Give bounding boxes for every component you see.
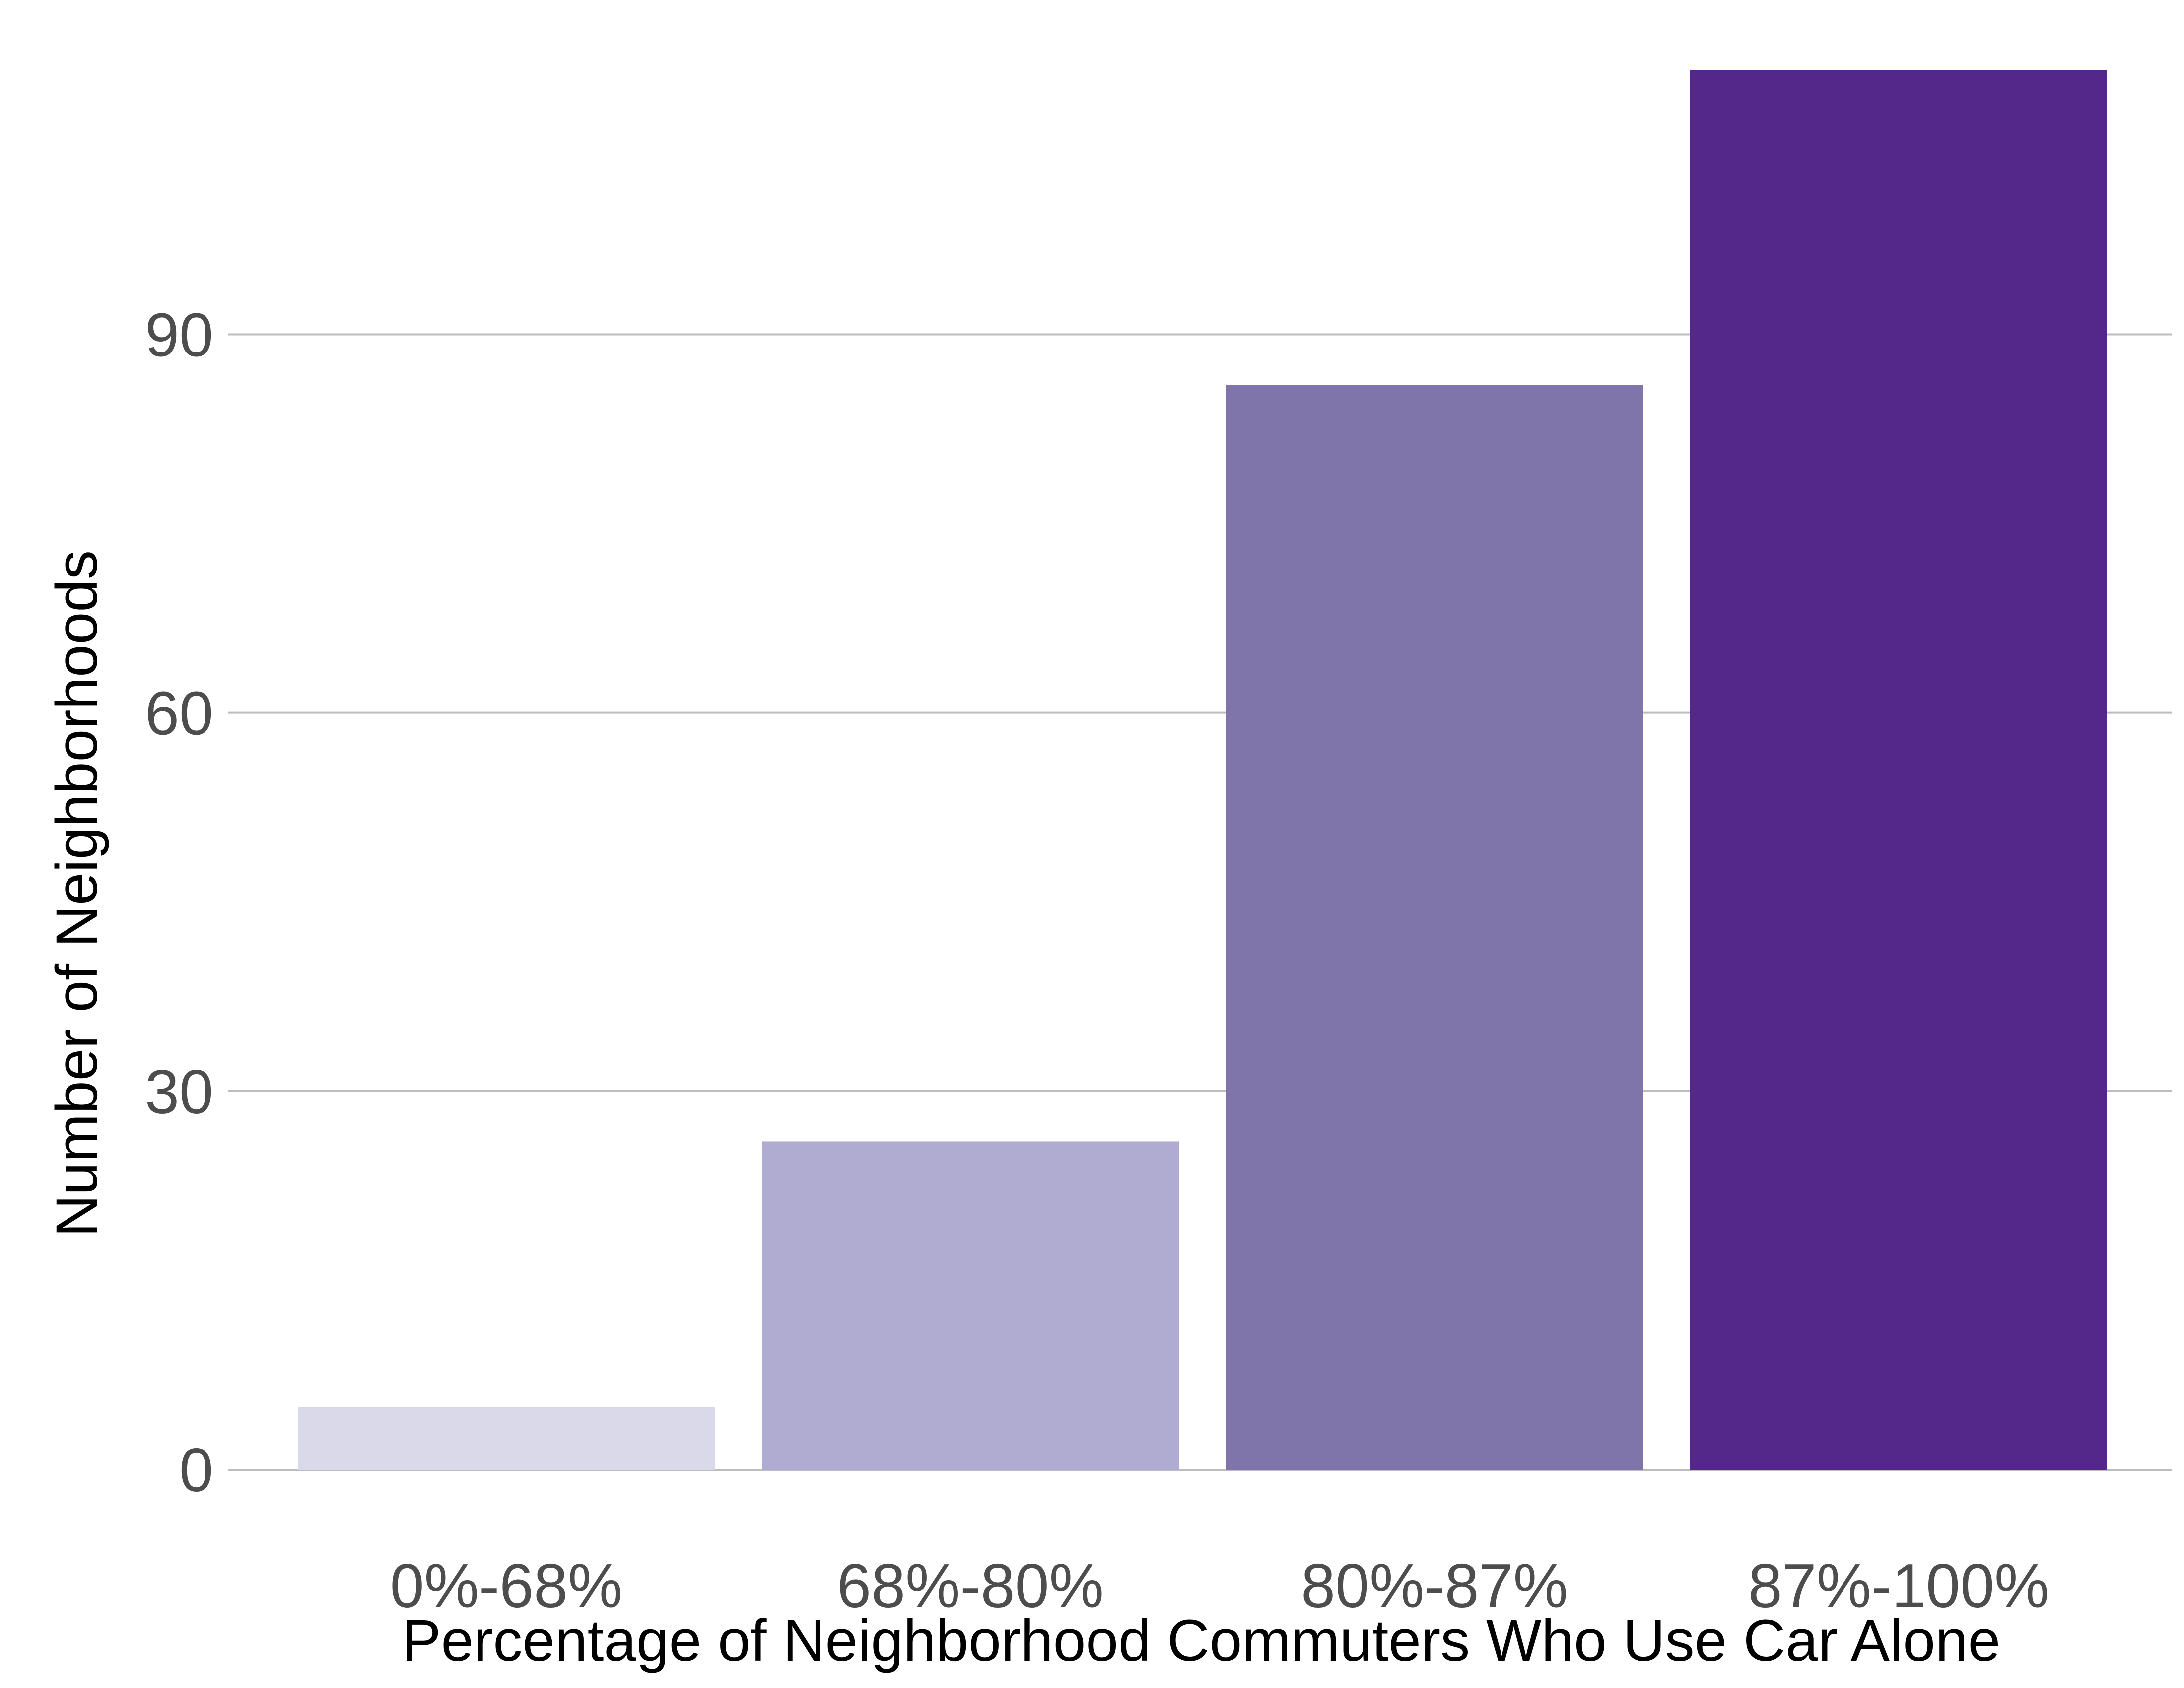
y-ticks-layer: 0 30 60 90: [145, 301, 213, 1505]
x-ticks-layer: 0%-68% 68%-80% 80%-87% 87%-100%: [390, 1552, 2049, 1620]
y-tick-label-60: 60: [145, 680, 213, 748]
bars-layer: [298, 70, 2107, 1470]
x-tick-label-87%-100%: 87%-100%: [1748, 1552, 2049, 1620]
y-tick-label-90: 90: [145, 301, 213, 370]
bar-80%-87%: [1226, 385, 1643, 1470]
x-axis-title: Percentage of Neighborhood Commuters Who…: [402, 1608, 2000, 1674]
y-axis-title: Number of Neighborhoods: [44, 550, 110, 1237]
x-tick-label-0%-68%: 0%-68%: [390, 1552, 623, 1620]
y-tick-label-0: 0: [179, 1436, 213, 1505]
x-tick-label-80%-87%: 80%-87%: [1301, 1552, 1568, 1620]
bar-68%-80%: [762, 1141, 1179, 1470]
bar-0%-68%: [298, 1406, 715, 1470]
x-tick-label-68%-80%: 68%-80%: [837, 1552, 1104, 1620]
bar-87%-100%: [1690, 70, 2107, 1470]
y-tick-label-30: 30: [145, 1058, 213, 1126]
